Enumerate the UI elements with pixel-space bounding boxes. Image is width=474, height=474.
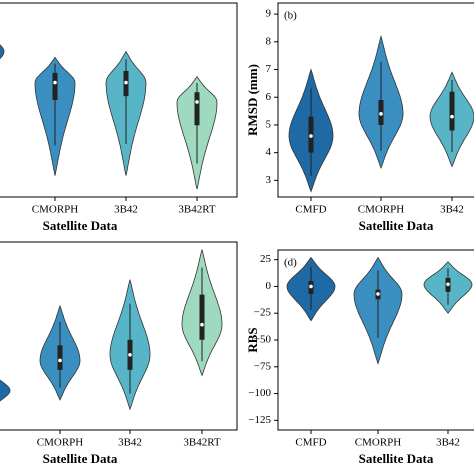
violin-median [200, 322, 204, 327]
y-tick-label: −50 [254, 334, 272, 346]
x-tick-label: 3B42 [436, 437, 460, 449]
y-tick-label: 4 [266, 146, 272, 158]
panel-frame [0, 241, 238, 431]
x-tick-label: 3B42 [114, 204, 138, 216]
y-tick-label: 8 [266, 35, 272, 47]
violin-median [450, 114, 454, 119]
x-tick-label: CMORPH [355, 437, 402, 449]
x-tick-label: CMORPH [37, 437, 84, 449]
violin-median [58, 358, 62, 363]
violin-box [449, 91, 455, 131]
x-tick-label: CMFD [295, 437, 326, 449]
violin-median [309, 284, 313, 289]
x-tick-label: 3B42 [440, 204, 464, 216]
violin-body [0, 379, 11, 402]
violin-median [376, 292, 380, 296]
x-tick-label: CMORPH [32, 204, 79, 216]
violin-median [309, 134, 313, 138]
y-tick-label: 7 [266, 63, 272, 75]
panel-label: (b) [284, 10, 297, 22]
y-tick-label: 25 [260, 253, 272, 265]
panel-frame [0, 2, 238, 198]
y-tick-label: −25 [254, 307, 272, 319]
violin-median [446, 282, 450, 287]
x-tick-label: 3B42RT [178, 204, 216, 216]
violin-median [128, 353, 132, 357]
violin-box [52, 72, 58, 100]
y-tick-label: −100 [248, 387, 271, 399]
x-tick-label: 3B42RT [183, 437, 221, 449]
violin-median [379, 112, 383, 116]
panel-label: (d) [284, 257, 297, 269]
x-tick-label: 3B42 [118, 437, 142, 449]
y-tick-label: 0 [266, 280, 272, 292]
x-tick-label: CMFD [295, 204, 326, 216]
y-tick-label: 9 [266, 8, 272, 20]
x-axis-label: Satellite Data [359, 218, 434, 233]
y-axis-label: RMSD (mm) [245, 64, 260, 136]
violin-box [57, 345, 63, 370]
y-axis-label: RBS [245, 327, 260, 352]
violin-box [199, 294, 205, 340]
violin-median [53, 80, 57, 85]
y-tick-label: 6 [266, 91, 272, 103]
x-axis-label: Satellite Data [43, 218, 118, 233]
x-axis-label: Satellite Data [43, 451, 118, 466]
violin-median [195, 100, 199, 104]
violin-body [0, 44, 5, 60]
violin-box [194, 92, 200, 126]
panel-frame [277, 2, 474, 198]
violin-median [124, 80, 128, 85]
x-axis-label: Satellite Data [359, 451, 434, 466]
y-tick-label: 5 [266, 118, 272, 130]
x-tick-label: CMORPH [358, 204, 405, 216]
y-tick-label: −75 [254, 360, 272, 372]
y-tick-label: −125 [248, 414, 271, 426]
y-tick-label: 3 [266, 174, 272, 186]
